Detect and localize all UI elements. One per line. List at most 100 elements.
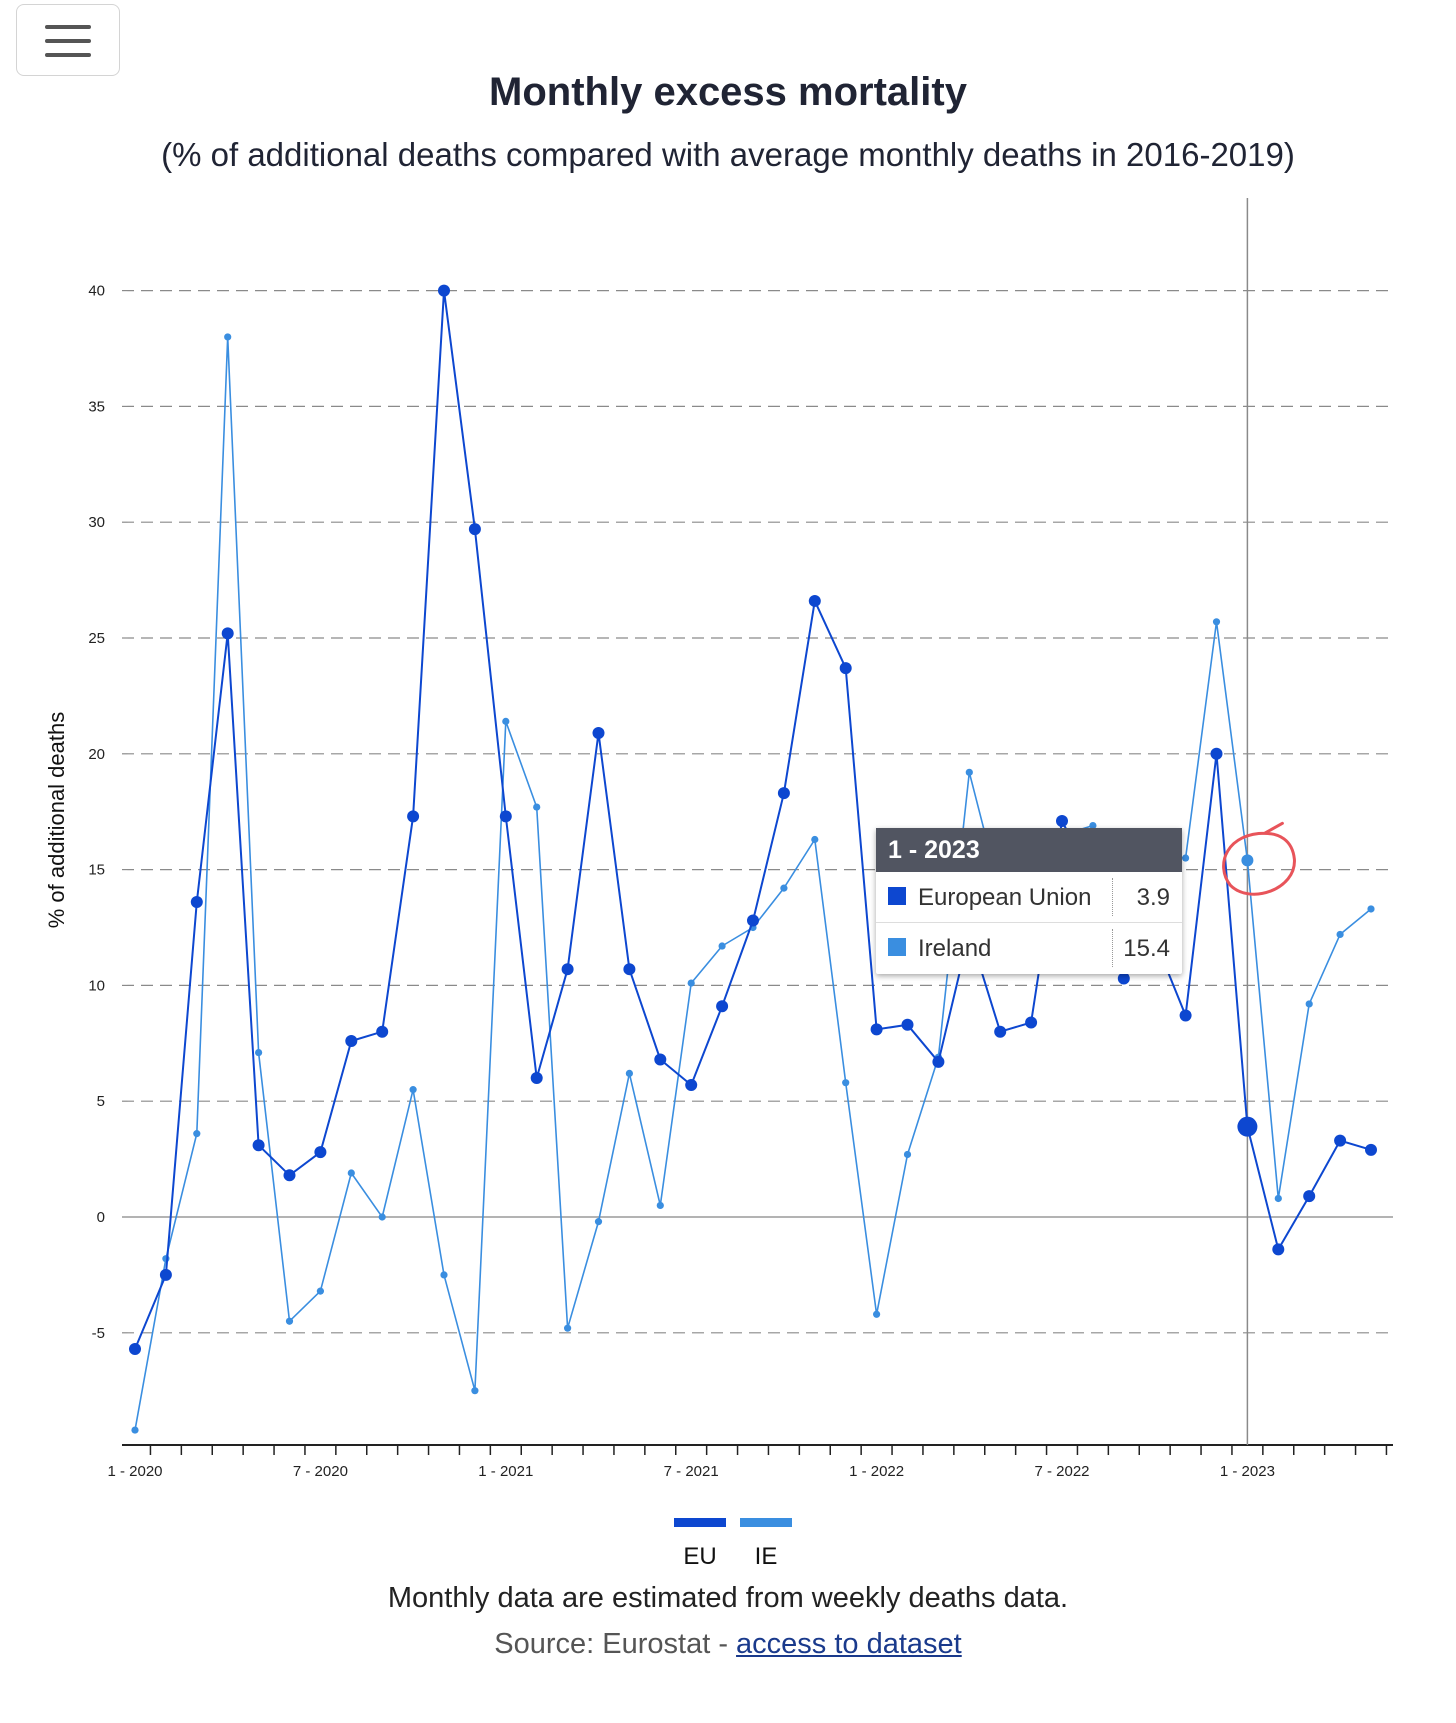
data-point-ie — [1367, 905, 1375, 913]
data-point-eu — [1303, 1190, 1316, 1203]
data-point-ie — [903, 1150, 912, 1159]
data-point-ie — [687, 979, 695, 987]
legend-item-eu[interactable]: EU — [670, 1518, 730, 1571]
data-point-eu — [870, 1023, 883, 1036]
data-point-ie — [625, 1069, 634, 1078]
data-point-eu — [623, 963, 636, 976]
data-point-eu — [839, 662, 852, 675]
annotation-circle — [1222, 821, 1296, 896]
data-point-eu — [994, 1025, 1007, 1038]
data-point-ie — [255, 1048, 263, 1057]
data-point-eu — [901, 1018, 914, 1031]
footer-note: Monthly data are estimated from weekly d… — [387, 1582, 1069, 1614]
hamburger-menu-icon-bar — [45, 39, 91, 43]
dataset-link[interactable]: access to dataset — [736, 1628, 962, 1660]
data-point-ie — [502, 717, 510, 725]
chart-title: Monthly excess mortality — [489, 70, 967, 114]
data-point-ie — [471, 1387, 479, 1395]
y-tick-label: 10 — [88, 977, 105, 994]
x-tick-label: 1 - 2022 — [849, 1463, 904, 1480]
x-tick-label: 7 - 2020 — [293, 1463, 348, 1480]
data-point-ie — [780, 884, 788, 892]
data-point-ie — [378, 1213, 386, 1221]
tooltip-eu-swatch — [888, 887, 906, 905]
data-point-eu — [438, 284, 450, 297]
y-axis-label: % of additional deaths — [44, 712, 69, 929]
data-point-ie — [811, 835, 819, 844]
series-line-ie — [134, 336, 1372, 1431]
data-point-eu — [1025, 1016, 1038, 1029]
data-point-eu — [1210, 747, 1223, 760]
x-tick-label: 7 - 2022 — [1034, 1463, 1089, 1480]
data-point-eu — [1056, 814, 1068, 827]
menu-button[interactable] — [16, 4, 120, 76]
data-point-eu — [1237, 1116, 1258, 1137]
tooltip-ie-name: Ireland — [918, 935, 992, 962]
data-point-eu — [468, 523, 481, 536]
data-point-eu — [654, 1053, 667, 1066]
data-point-ie — [1274, 1194, 1282, 1203]
data-point-ie — [1336, 930, 1344, 939]
data-point-ie — [409, 1086, 417, 1094]
y-tick-label: 30 — [88, 514, 105, 531]
y-tick-label: 35 — [88, 398, 105, 415]
data-point-eu — [376, 1025, 389, 1038]
tooltip-eu-value: 3.9 — [1136, 884, 1170, 911]
x-tick-label: 1 - 2020 — [107, 1463, 162, 1480]
data-point-eu — [159, 1268, 172, 1281]
series-line-eu — [134, 289, 1372, 1350]
data-point-ie — [347, 1169, 355, 1177]
data-point-eu — [808, 594, 821, 607]
tooltip-ie-swatch — [888, 938, 906, 956]
data-point-ie — [285, 1317, 294, 1325]
data-point-ie — [842, 1079, 850, 1087]
data-point-ie — [193, 1130, 201, 1138]
chart-legend: EU IE — [0, 1518, 1456, 1578]
data-point-eu — [1272, 1243, 1285, 1256]
data-point-eu — [932, 1055, 945, 1068]
data-point-eu — [190, 896, 203, 909]
data-point-ie — [131, 1426, 139, 1434]
legend-ie-label: IE — [754, 1543, 778, 1570]
data-point-eu — [1334, 1134, 1347, 1147]
chart-subtitle: (% of additional deaths compared with av… — [161, 136, 1295, 173]
data-point-eu — [129, 1343, 141, 1356]
data-point-ie — [1305, 1000, 1313, 1008]
tooltip-row-eu: European Union 3.9 — [876, 872, 1182, 923]
data-point-eu — [407, 810, 420, 823]
data-point-eu — [1179, 1009, 1192, 1022]
y-tick-label: 40 — [88, 283, 105, 300]
x-tick-label: 7 - 2021 — [664, 1463, 719, 1480]
data-point-eu — [314, 1146, 327, 1159]
legend-eu-label: EU — [683, 1543, 717, 1570]
data-point-eu — [345, 1034, 358, 1047]
y-tick-label: 20 — [88, 746, 105, 763]
data-point-ie — [1089, 821, 1097, 830]
y-tick-label: -5 — [92, 1325, 105, 1342]
data-point-ie — [1182, 854, 1190, 862]
data-point-ie — [316, 1287, 324, 1295]
tooltip-eu-name: European Union — [918, 884, 1092, 911]
data-point-ie — [533, 803, 541, 811]
x-tick-label: 1 - 2021 — [478, 1463, 533, 1480]
data-point-eu — [252, 1139, 265, 1152]
tooltip-ie-value: 15.4 — [1123, 935, 1170, 962]
hamburger-menu-icon — [45, 25, 91, 29]
data-point-ie — [1241, 854, 1254, 867]
legend-item-ie[interactable]: IE — [736, 1518, 796, 1571]
data-point-ie — [440, 1271, 448, 1279]
excess-mortality-chart[interactable]: -5 0 5 10 15 20 25 30 35 40 % of additional deaths… — [0, 0, 1456, 1520]
tooltip-title: 1 - 2023 — [876, 828, 1182, 872]
hamburger-menu-icon-bar — [45, 53, 91, 57]
data-point-eu — [1365, 1143, 1377, 1156]
data-point-eu — [747, 914, 759, 927]
data-point-eu — [592, 726, 605, 739]
data-point-eu — [221, 627, 234, 640]
y-tick-label: 25 — [88, 630, 105, 647]
data-point-eu — [499, 810, 512, 823]
data-point-ie — [965, 768, 973, 776]
x-tick-label: 1 - 2023 — [1220, 1463, 1275, 1480]
y-tick-label: 0 — [97, 1209, 105, 1226]
tooltip-row-ie: Ireland 15.4 — [876, 923, 1182, 973]
legend-eu-swatch — [674, 1518, 726, 1527]
